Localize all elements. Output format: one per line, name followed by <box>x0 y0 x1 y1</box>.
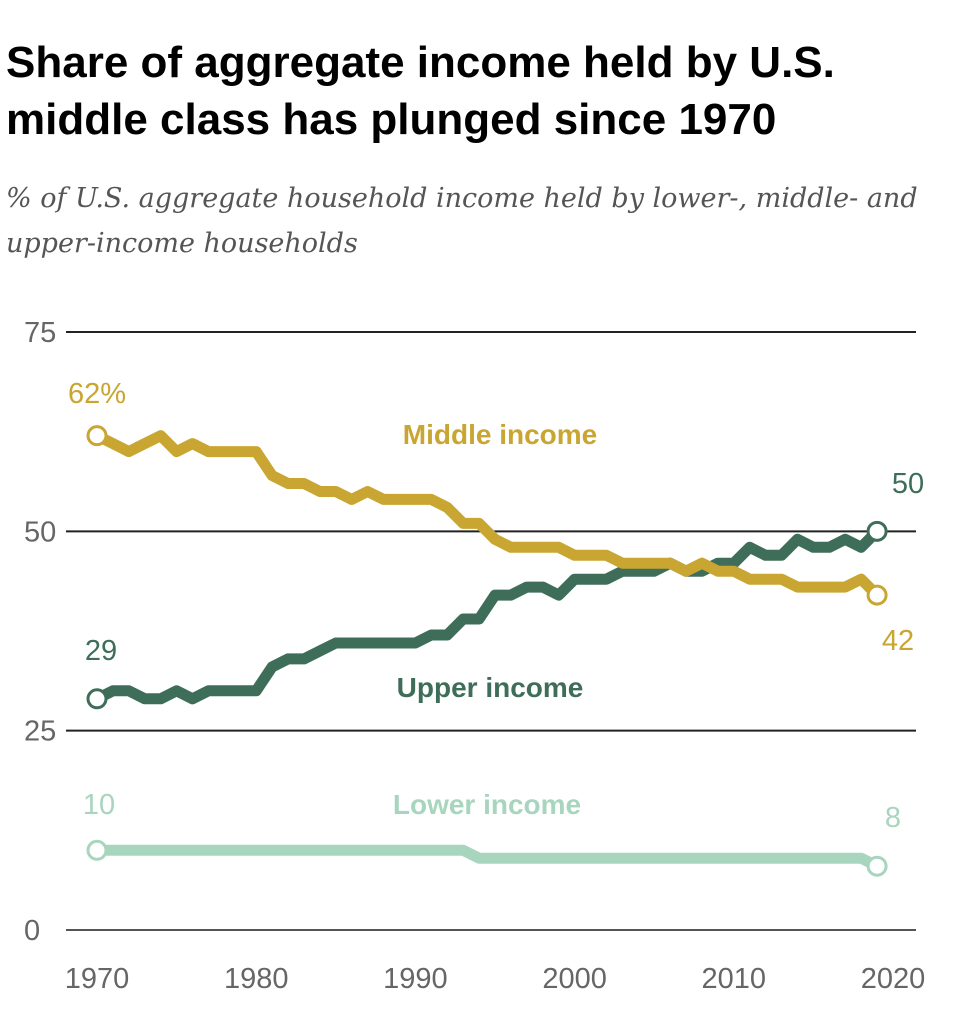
end-value-label-upper-income: 50 <box>892 468 924 500</box>
y-tick-label: 50 <box>24 516 56 548</box>
start-point-upper-income <box>86 688 108 710</box>
y-tick-label: 25 <box>24 716 56 748</box>
end-point-middle-income <box>866 584 888 606</box>
x-tick-label: 2000 <box>542 963 607 995</box>
series-labels: Lower income 10 8 Upper income 29 50 Middle in… <box>68 378 924 834</box>
chart-subtitle: % of U.S. aggregate household income hel… <box>6 183 918 259</box>
x-tick-label: 1970 <box>65 963 130 995</box>
x-tick-label: 2020 <box>861 963 926 995</box>
series-line-lower-income <box>91 844 883 872</box>
start-value-label-upper-income: 29 <box>85 635 117 667</box>
y-tick-label: 75 <box>24 317 56 349</box>
chart-title: Share of aggregate income held by U.S. m… <box>6 38 835 144</box>
series-lines <box>86 425 888 877</box>
x-tick-label: 1980 <box>224 963 289 995</box>
start-point-lower-income <box>86 839 108 861</box>
start-value-label-middle-income: 62% <box>68 378 126 410</box>
series-label-middle-income: Middle income <box>403 419 597 450</box>
start-point-middle-income <box>86 425 108 447</box>
x-tick-label: 1990 <box>383 963 448 995</box>
series-line-upper-income <box>91 525 883 705</box>
start-value-label-lower-income: 10 <box>83 789 115 821</box>
series-label-upper-income: Upper income <box>397 672 584 703</box>
x-tick-label: 2010 <box>702 963 767 995</box>
end-point-upper-income <box>866 520 888 542</box>
axis-ticks: 0 25 50 75 1970 1980 1990 2000 2010 2020 <box>24 317 925 995</box>
end-value-label-middle-income: 42 <box>882 625 914 657</box>
series-line-middle-income <box>91 430 883 601</box>
end-value-label-lower-income: 8 <box>885 802 901 834</box>
end-point-lower-income <box>866 855 888 877</box>
y-tick-label: 0 <box>24 915 40 947</box>
series-label-lower-income: Lower income <box>393 789 581 820</box>
